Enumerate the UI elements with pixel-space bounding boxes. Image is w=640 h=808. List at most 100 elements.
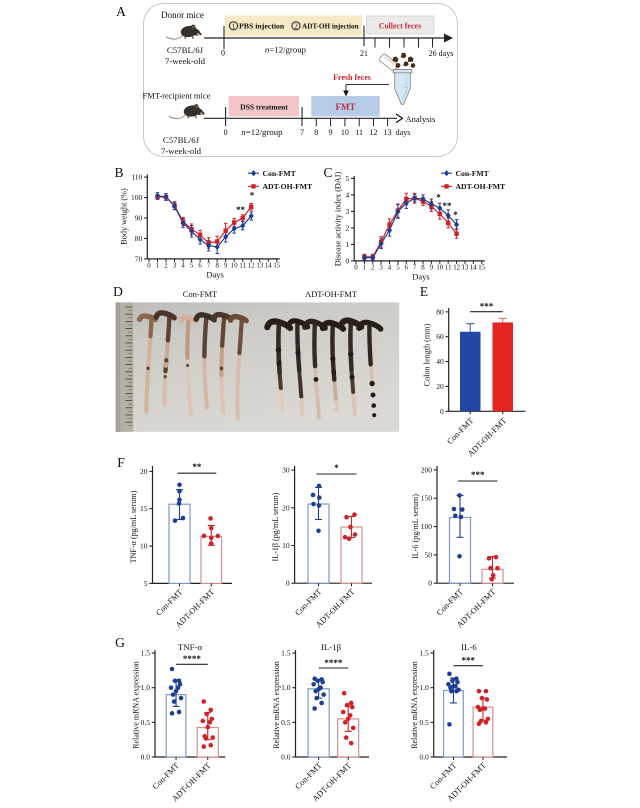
svg-text:*: *: [250, 191, 255, 201]
svg-text:4: 4: [181, 262, 185, 269]
svg-text:40: 40: [436, 357, 444, 366]
svg-text:4: 4: [388, 264, 392, 271]
svg-text:100: 100: [131, 193, 143, 202]
svg-text:Con-FMT: Con-FMT: [154, 587, 184, 617]
svg-text:Days: Days: [412, 272, 429, 282]
svg-text:E: E: [420, 284, 428, 299]
svg-text:IL-1β (pg/mL serum): IL-1β (pg/mL serum): [271, 492, 280, 561]
svg-text:FMT: FMT: [336, 102, 356, 112]
svg-text:0: 0: [428, 579, 432, 588]
svg-text:Con-FMT: Con-FMT: [263, 169, 297, 178]
svg-text:ADT-OH-FMT: ADT-OH-FMT: [456, 182, 507, 191]
svg-text:2: 2: [294, 23, 298, 31]
svg-text:***: ***: [461, 656, 475, 666]
svg-text:7: 7: [207, 262, 211, 269]
svg-text:**: **: [236, 205, 246, 215]
svg-text:1: 1: [156, 262, 159, 269]
svg-text:Days: Days: [206, 270, 223, 280]
svg-text:Collect feces: Collect feces: [379, 22, 421, 31]
svg-text:50: 50: [425, 550, 433, 559]
svg-text:7-week-old: 7-week-old: [161, 146, 202, 156]
svg-text:C57BL/6J: C57BL/6J: [163, 135, 200, 145]
svg-text:IL-6 (pg/mL serum): IL-6 (pg/mL serum): [411, 494, 420, 559]
svg-text:Relative mRNA expression: Relative mRNA expression: [410, 661, 419, 749]
svg-text:4: 4: [345, 190, 349, 199]
svg-text:B: B: [114, 165, 123, 180]
svg-text:n=12/group: n=12/group: [241, 127, 283, 137]
svg-text:26 days: 26 days: [429, 49, 454, 58]
svg-text:7: 7: [300, 128, 304, 137]
svg-text:1.0: 1.0: [141, 683, 151, 692]
svg-text:*: *: [436, 193, 441, 203]
svg-text:n=12/group: n=12/group: [265, 45, 307, 55]
svg-text:C: C: [323, 165, 332, 180]
svg-text:0: 0: [147, 262, 151, 269]
svg-text:Disease activity index (DAI): Disease activity index (DAI): [334, 172, 343, 267]
svg-text:7: 7: [413, 264, 417, 271]
svg-text:Con-FMT: Con-FMT: [183, 289, 218, 299]
svg-text:0: 0: [345, 256, 349, 265]
svg-text:21: 21: [360, 49, 368, 58]
svg-text:100: 100: [421, 522, 433, 531]
svg-text:20: 20: [140, 467, 148, 476]
svg-text:C57BL/6J: C57BL/6J: [167, 45, 204, 55]
svg-text:0.5: 0.5: [141, 718, 151, 727]
svg-text:1.5: 1.5: [419, 649, 429, 658]
svg-text:10: 10: [282, 541, 290, 550]
svg-text:9: 9: [329, 128, 333, 137]
svg-text:30: 30: [282, 466, 290, 475]
svg-text:ADT-OH-FMT: ADT-OH-FMT: [263, 182, 314, 191]
svg-text:TNF-α: TNF-α: [178, 642, 203, 652]
svg-text:0.0: 0.0: [141, 753, 151, 762]
svg-text:10: 10: [341, 128, 349, 137]
svg-text:Body weight (%): Body weight (%): [120, 188, 129, 245]
svg-text:5: 5: [144, 579, 148, 588]
svg-text:1: 1: [232, 23, 236, 31]
svg-text:11: 11: [239, 262, 246, 269]
svg-text:110: 110: [131, 173, 142, 182]
svg-text:Colon length (mm): Colon length (mm): [423, 323, 432, 386]
svg-text:6: 6: [405, 264, 409, 271]
svg-text:D: D: [113, 284, 123, 299]
svg-text:1: 1: [363, 264, 366, 271]
svg-text:****: ****: [324, 658, 343, 668]
svg-text:**: **: [192, 462, 202, 472]
svg-text:8: 8: [215, 262, 219, 269]
svg-text:60: 60: [436, 332, 444, 341]
svg-text:8: 8: [314, 128, 318, 137]
svg-text:0.0: 0.0: [281, 753, 291, 762]
svg-text:15: 15: [478, 264, 485, 271]
svg-text:13: 13: [384, 128, 392, 137]
svg-text:Relative mRNA expression: Relative mRNA expression: [132, 661, 141, 749]
svg-text:0.5: 0.5: [281, 718, 291, 727]
svg-text:*: *: [334, 463, 339, 473]
svg-text:IL-6: IL-6: [461, 642, 477, 652]
svg-text:0.5: 0.5: [419, 718, 429, 727]
svg-text:9: 9: [430, 264, 434, 271]
svg-text:20: 20: [282, 503, 290, 512]
svg-text:9: 9: [224, 262, 228, 269]
svg-text:11: 11: [355, 128, 363, 137]
svg-text:14: 14: [470, 264, 477, 271]
svg-text:**: **: [443, 201, 453, 211]
svg-text:1: 1: [345, 240, 349, 249]
svg-text:20: 20: [436, 382, 444, 391]
svg-text:6: 6: [198, 262, 202, 269]
svg-text:Con-FMT: Con-FMT: [428, 761, 458, 791]
svg-text:0.0: 0.0: [419, 753, 429, 762]
svg-text:F: F: [117, 455, 125, 470]
svg-text:5: 5: [345, 174, 349, 183]
svg-text:Con-FMT: Con-FMT: [151, 761, 181, 791]
svg-text:0: 0: [224, 128, 228, 137]
svg-text:Fresh feces: Fresh feces: [333, 73, 371, 82]
svg-text:Con-FMT: Con-FMT: [293, 761, 323, 791]
svg-text:70: 70: [135, 254, 143, 263]
svg-text:FMT-recipient mice: FMT-recipient mice: [143, 91, 211, 101]
svg-text:13: 13: [256, 262, 263, 269]
svg-text:10: 10: [140, 542, 148, 551]
svg-text:80: 80: [135, 234, 143, 243]
svg-text:0: 0: [354, 264, 358, 271]
svg-text:PBS injection: PBS injection: [239, 22, 285, 31]
svg-text:13: 13: [462, 264, 469, 271]
svg-text:1.5: 1.5: [281, 649, 291, 658]
